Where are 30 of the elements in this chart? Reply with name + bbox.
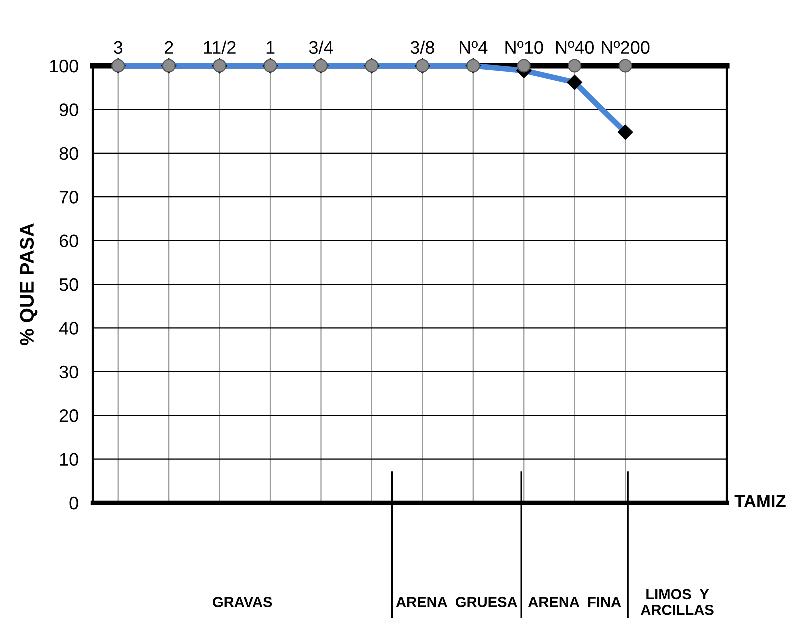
- point: [517, 59, 531, 73]
- x-axis-title: TAMIZ: [734, 496, 786, 508]
- y-tick-label: 50: [60, 278, 78, 292]
- text: ARENA GRUESA: [396, 597, 518, 608]
- x-tick-label: Nº40: [556, 41, 594, 54]
- y-tick-label: 40: [59, 322, 78, 335]
- y-axis-title: % QUE PASA: [20, 224, 38, 346]
- x-tick-label: 3: [114, 41, 123, 54]
- y-tick-label: 90: [60, 104, 78, 116]
- point: [618, 59, 632, 73]
- y-tick-label: 60: [60, 234, 78, 248]
- point: [568, 59, 582, 73]
- text: LIMOS Y ARCILLAS: [641, 589, 714, 616]
- x-tick-label: 3/8: [410, 40, 434, 54]
- x-tick-label: 11/2: [204, 40, 236, 54]
- y-tick-label: 0: [70, 496, 78, 510]
- y-tick-label: 30: [60, 366, 78, 379]
- y-tick-label: 20: [60, 410, 78, 422]
- x-tick-label: 2: [164, 41, 174, 54]
- y-tick-label: 10: [60, 453, 78, 466]
- x-tick-label: 3/4: [309, 40, 334, 54]
- y-tick-label: 100: [50, 60, 78, 73]
- x-tick-label: Nº4: [460, 41, 488, 54]
- x-tick-label: Nº200: [602, 41, 650, 54]
- x-tick-label: 1: [266, 42, 275, 54]
- text: GRAVAS: [213, 597, 272, 608]
- y-tick-label: 70: [60, 191, 78, 204]
- text: ARENA FINA: [528, 597, 622, 608]
- y-tick-label: 80: [60, 147, 78, 160]
- x-tick-label: Nº10: [506, 41, 544, 54]
